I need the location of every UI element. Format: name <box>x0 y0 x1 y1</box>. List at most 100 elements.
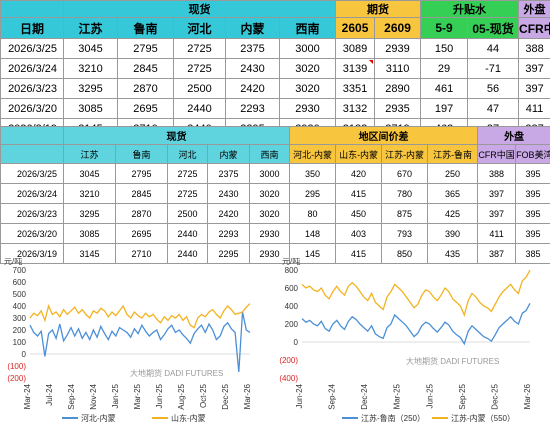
table-cell: 3295 <box>63 78 118 99</box>
col-header-jiangsu: 江苏 <box>63 17 118 39</box>
legend-label: 江苏-内蒙（550） <box>451 413 515 423</box>
col-header-neimeng: 内蒙 <box>225 17 280 39</box>
y-tick-label: 0 <box>294 338 299 347</box>
series-line <box>301 302 531 346</box>
table-cell: 3089 <box>335 38 376 59</box>
table-cell: 450 <box>335 203 383 224</box>
table-cell: 2939 <box>374 38 422 59</box>
watermark: 大地期货 DADI FUTURES <box>130 368 223 378</box>
table-cell: 295 <box>289 183 337 204</box>
x-tick-label: Mar-25 <box>133 383 142 409</box>
table-cell: 145 <box>289 243 337 264</box>
table-cell: 395 <box>515 223 550 244</box>
table-cell: 80 <box>289 203 337 224</box>
table-cell: 250 <box>427 163 479 184</box>
group-header-spot: 现货 <box>62 126 291 145</box>
col-header-jiangsu: 江苏 <box>63 144 116 164</box>
table-cell: 850 <box>381 243 429 264</box>
table-cell: 397 <box>477 203 517 224</box>
table-cell: 2725 <box>173 58 226 79</box>
table-cell: 2930 <box>248 223 291 244</box>
x-tick-label: Jun-24 <box>295 383 304 408</box>
x-tick-label: Mar-26 <box>523 383 532 409</box>
legend-label: 山东-内蒙 <box>171 413 206 423</box>
col-header-date: 日期 <box>0 17 64 39</box>
table-cell: 3110 <box>374 58 422 79</box>
y-tick-label: 200 <box>285 320 299 329</box>
table-cell: 2440 <box>167 223 208 244</box>
table-cell: 2440 <box>173 98 226 119</box>
table-cell: 2026/3/23 <box>0 78 64 99</box>
table-cell: 411 <box>477 223 517 244</box>
x-tick-label: Dec-24 <box>360 383 369 409</box>
unit-label: 元/吨 <box>4 258 22 266</box>
table-cell: 3085 <box>63 223 116 244</box>
table-cell: 793 <box>381 223 429 244</box>
col-header-xinan: 西南 <box>278 17 337 39</box>
table-cell: 44 <box>467 38 520 59</box>
table-cell: 3045 <box>63 163 116 184</box>
table-cell: 2725 <box>173 38 226 59</box>
table-cell: 2500 <box>167 203 208 224</box>
table-cell: 397 <box>518 78 550 99</box>
col-header-cfr-china: CFR中国 <box>477 144 517 164</box>
table-cell: 670 <box>381 163 429 184</box>
table-cell: 2695 <box>117 98 174 119</box>
y-tick-label: 400 <box>285 302 299 311</box>
table-cell: 3020 <box>278 58 337 79</box>
table-cell: 2870 <box>117 78 174 99</box>
table-row: 2026/3/23 3295 2870 2500 2420 3020 80 45… <box>0 203 550 224</box>
x-tick-label: Jul-24 <box>45 383 54 405</box>
table-cell: 2293 <box>207 223 250 244</box>
col-header-2605: 2605 <box>335 17 376 39</box>
group-header-basis: 升贴水 <box>420 0 520 18</box>
y-tick-label: 0 <box>22 350 27 359</box>
table-row: 2026/3/23 3295 2870 2500 2420 3020 3351 … <box>0 78 550 99</box>
table-cell: 2375 <box>207 163 250 184</box>
x-tick-label: Mar-25 <box>393 383 402 409</box>
x-tick-label: Mar-24 <box>23 383 32 409</box>
table-row: 2026/3/25 3045 2795 2725 2375 3000 3089 … <box>0 38 550 59</box>
group-header-foreign: 外盘 <box>477 126 550 145</box>
x-tick-label: Nov-24 <box>89 383 98 409</box>
table-cell: 3139 <box>335 58 376 79</box>
table-cell: 350 <box>289 163 337 184</box>
table-cell: 2710 <box>115 243 168 264</box>
y-tick-label: 100 <box>13 338 27 347</box>
table-cell: 3045 <box>63 38 118 59</box>
y-tick-label: 700 <box>13 266 27 275</box>
x-tick-label: Oct-25 <box>199 383 208 408</box>
table-cell: 397 <box>477 183 517 204</box>
col-header-05-spot: 05-现货 <box>467 17 520 39</box>
table-cell: 2845 <box>117 58 174 79</box>
y-tick-label: 600 <box>13 278 27 287</box>
col-header-fob-us-gulf: FOB美湾 <box>515 144 550 164</box>
table-cell: 780 <box>381 183 429 204</box>
table-cell: 2420 <box>225 78 280 99</box>
series-line <box>29 303 251 329</box>
table-cell: 148 <box>289 223 337 244</box>
col-header-lunan: 鲁南 <box>115 144 168 164</box>
table-row: 2026/3/19 3145 2710 2440 2295 2930 145 4… <box>0 243 550 264</box>
table-cell: 2845 <box>115 183 168 204</box>
x-tick-label: Jan-25 <box>111 383 120 408</box>
table-cell: 2420 <box>207 203 250 224</box>
x-tick-label: Mar-26 <box>243 383 252 409</box>
y-tick-label: 300 <box>13 314 27 323</box>
table-cell: 56 <box>467 78 520 99</box>
table-row: 2026/3/24 3210 2845 2725 2430 3020 295 4… <box>0 183 550 204</box>
col-header-xinan: 西南 <box>248 144 291 164</box>
table-cell: 2725 <box>167 163 208 184</box>
table-cell: 3210 <box>63 183 116 204</box>
table-cell: 2026/3/23 <box>0 203 64 224</box>
table-cell: 2725 <box>167 183 208 204</box>
group-header-foreign: 外盘 <box>518 0 550 18</box>
table-cell: 3020 <box>248 183 291 204</box>
col-header-hebei: 河北 <box>167 144 208 164</box>
table-cell: 395 <box>515 163 550 184</box>
x-tick-label: Aug-25 <box>177 383 186 409</box>
table-cell: 397 <box>518 58 550 79</box>
table-cell: 395 <box>515 203 550 224</box>
